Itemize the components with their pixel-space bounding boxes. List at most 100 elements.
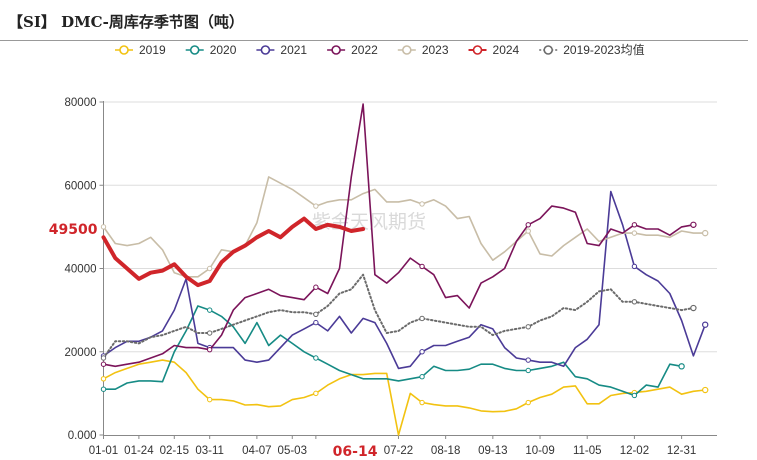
legend-swatch-marker — [472, 45, 483, 55]
x-tick-label: 10-09 — [525, 445, 554, 457]
y-tick-label: 0.000 — [68, 430, 97, 442]
series-2020 — [100, 305, 685, 399]
data-point — [313, 390, 319, 397]
data-point — [525, 228, 531, 234]
y-tick-label: 40000 — [65, 264, 97, 276]
legend-swatch-marker — [260, 45, 271, 55]
legend-label: 2021 — [280, 43, 307, 57]
legend-item-2019[interactable]: 2019 — [115, 43, 166, 57]
x-tick-label: 01-24 — [124, 445, 154, 457]
y-tick-label: 80000 — [65, 97, 97, 109]
series-2019-2023均值 — [100, 273, 697, 361]
data-point — [419, 263, 425, 270]
x-tick-label: 11-05 — [573, 445, 602, 457]
data-point — [690, 221, 697, 228]
legend-item-2021[interactable]: 2021 — [256, 43, 307, 57]
series-2023 — [100, 176, 709, 278]
legend-label: 2023 — [422, 43, 449, 57]
series-line — [102, 273, 695, 359]
legend-swatch-marker — [331, 45, 341, 55]
current-week-label: 06-14 — [333, 444, 378, 460]
legend-label: 2022 — [351, 43, 378, 57]
data-point — [419, 201, 425, 207]
x-tick-label: 08-18 — [431, 445, 460, 457]
data-point — [631, 230, 638, 236]
series-2024 — [101, 216, 366, 288]
series-2022 — [100, 103, 697, 368]
legend-label: 2020 — [210, 43, 237, 57]
data-point — [206, 265, 213, 272]
legend-label: 2019-2023均值 — [563, 42, 644, 57]
data-point — [419, 349, 425, 355]
series-line — [102, 305, 683, 397]
chart-title: 【SI】 DMC-周库存季节图（吨） — [8, 13, 244, 31]
legend-item-2023[interactable]: 2023 — [397, 43, 449, 57]
series-2019 — [100, 359, 709, 436]
data-point — [419, 315, 425, 322]
y-gridlines — [103, 101, 717, 353]
data-point — [100, 224, 107, 230]
data-point — [690, 304, 697, 312]
data-point — [313, 311, 319, 317]
data-point — [206, 330, 213, 336]
series-line — [102, 190, 707, 370]
data-point — [100, 376, 107, 382]
data-point — [631, 299, 638, 305]
x-tick-label: 09-13 — [478, 445, 507, 457]
data-point — [313, 284, 319, 290]
data-point — [313, 319, 319, 326]
series-2021 — [100, 190, 709, 370]
data-point — [702, 321, 709, 328]
data-point — [419, 374, 425, 380]
legend-swatch-marker — [543, 45, 554, 55]
y-tick-label: 20000 — [65, 347, 97, 359]
x-tick-label: 02-15 — [160, 445, 189, 457]
plot-area: 0.000 20000 40000 60000 80000 01-01 01-24 02-1… — [49, 97, 717, 460]
y-axis-ticks: 0.000 20000 40000 60000 80000 — [65, 97, 104, 442]
legend-item-2019-2023均值[interactable]: 2019-2023均值 — [539, 42, 645, 57]
latest-value-label: 49500 — [49, 222, 98, 238]
data-point — [525, 367, 531, 374]
data-point — [631, 222, 638, 228]
y-tick-label: 60000 — [65, 180, 97, 192]
x-tick-label: 03-11 — [195, 445, 224, 457]
data-point — [100, 361, 107, 367]
data-point — [100, 355, 107, 361]
series-line — [101, 216, 366, 288]
data-point — [206, 346, 213, 353]
watermark: 紫金天风期货 — [312, 211, 426, 233]
legend-item-2020[interactable]: 2020 — [185, 43, 237, 57]
data-point — [525, 357, 531, 363]
data-point — [100, 386, 107, 392]
series-line — [102, 359, 707, 436]
data-point — [631, 263, 638, 270]
data-point — [206, 307, 213, 313]
data-point — [525, 399, 531, 406]
legend-swatch-marker — [402, 45, 412, 55]
x-tick-label: 05-03 — [278, 445, 307, 457]
data-point — [678, 363, 685, 370]
x-tick-label: 04-07 — [242, 445, 271, 457]
legend: 2019 2020 2021 2022 2023 2024 2019-2023均值 — [115, 42, 645, 57]
data-point — [525, 222, 531, 228]
legend-label: 2019 — [139, 43, 166, 57]
x-tick-label: 12-31 — [667, 445, 696, 457]
data-point — [525, 324, 531, 330]
data-point — [313, 355, 319, 361]
data-point — [419, 399, 425, 406]
series-line — [102, 176, 707, 278]
x-tick-label: 07-22 — [384, 445, 413, 457]
data-point — [702, 229, 709, 237]
x-axis-ticks: 01-01 01-24 02-15 03-11 04-07 05-03 07-22 08-18… — [89, 435, 696, 457]
series-line — [102, 103, 695, 368]
series-layer — [100, 103, 709, 436]
legend-swatch-marker — [119, 45, 129, 55]
legend-label: 2024 — [493, 43, 520, 57]
x-tick-label: 12-02 — [620, 445, 649, 457]
data-point — [313, 203, 319, 209]
legend-item-2024[interactable]: 2024 — [468, 43, 520, 57]
data-point — [631, 392, 638, 399]
x-tick-label: 01-01 — [89, 445, 118, 457]
legend-item-2022[interactable]: 2022 — [327, 43, 378, 57]
